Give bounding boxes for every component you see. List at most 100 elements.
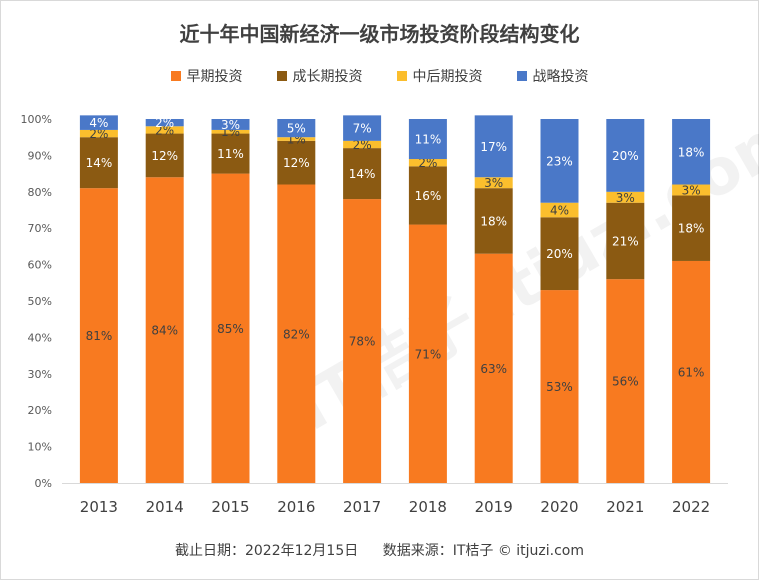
legend-item-strategic: 战略投资 [516,66,589,86]
data-label: 21% [612,234,639,248]
data-label: 2% [155,116,174,130]
bar-segment-2014-0 [145,177,184,484]
data-label: 2% [89,127,108,141]
bar-segment-2018-3 [408,119,447,160]
bar-segment-2022-2 [672,184,711,196]
bar-segment-2014-2 [145,126,184,134]
y-tick-label: 50% [28,295,52,308]
y-tick-label: 60% [28,259,52,272]
bar-segment-2018-0 [408,224,447,483]
footer-source: 数据来源：IT桔子 © itjuzi.com [382,543,585,559]
data-label: 82% [283,327,310,341]
data-label: 18% [678,222,705,236]
legend-item-early: 早期投资 [170,66,243,86]
data-label: 17% [480,140,507,154]
data-label: 4% [89,116,108,130]
x-tick-label: 2018 [409,498,447,516]
bar-segment-2022-0 [672,260,711,483]
bar-segment-2021-2 [606,191,645,203]
bar-segment-2013-3 [79,115,118,130]
legend-swatch-early [170,71,181,81]
bar-segment-2015-0 [211,173,250,483]
x-tick-label: 2013 [80,498,118,516]
legend: 早期投资 成长期投资 中后期投资 战略投资 [0,66,759,86]
bar-segment-2020-3 [540,119,579,203]
x-tick-label: 2020 [540,498,578,516]
legend-label-strategic: 战略投资 [532,69,589,85]
y-tick-label: 30% [28,368,52,381]
bar-segment-2013-0 [79,188,118,483]
data-label: 81% [86,329,113,343]
bar-segment-2013-2 [79,129,118,138]
bar-segment-2020-0 [540,290,579,483]
x-tick-label: 2016 [277,498,315,516]
bar-segment-2019-0 [474,253,513,483]
data-label: 7% [353,122,372,136]
bar-segment-2020-2 [540,202,579,218]
bar-segment-2014-1 [145,133,184,178]
y-tick-label: 10% [28,441,52,454]
bar-segment-2021-0 [606,279,645,483]
bar-segment-2015-3 [211,119,250,130]
data-label: 2% [155,123,174,137]
data-label: 12% [283,156,310,170]
bar-segment-2019-2 [474,177,513,189]
bar-segment-2020-1 [540,217,579,291]
data-label: 2% [353,138,372,152]
y-tick-label: 0% [35,477,52,490]
bar-segment-2013-1 [79,137,118,189]
data-label: 14% [349,167,376,181]
y-tick-label: 40% [28,331,52,344]
data-label: 23% [546,154,573,168]
bar-segment-2014-3 [145,119,184,127]
data-label: 16% [415,189,442,203]
data-label: 61% [678,365,705,379]
legend-label-late: 中后期投资 [412,69,483,85]
data-label: 3% [221,118,240,132]
bar-segment-2016-2 [277,137,316,141]
bar-segment-2022-1 [672,195,711,261]
bar-segment-2017-1 [343,148,382,200]
data-label: 78% [349,335,376,349]
legend-label-growth: 成长期投资 [292,69,363,85]
data-label: 3% [484,176,503,190]
data-label: 84% [151,324,178,338]
data-label: 12% [151,149,178,163]
bar-segment-2018-1 [408,166,447,225]
bar-segment-2017-3 [343,115,382,141]
data-label: 3% [682,183,701,197]
data-label: 14% [86,156,113,170]
data-label: 20% [546,247,573,261]
legend-swatch-growth [276,71,287,81]
bar-segment-2017-2 [343,140,382,149]
y-tick-label: 80% [28,186,52,199]
bar-segment-2019-1 [474,188,513,254]
data-label: 53% [546,380,573,394]
bar-segment-2016-0 [277,184,316,483]
x-tick-label: 2022 [672,498,710,516]
bar-segment-2022-3 [672,119,711,185]
data-label: 5% [287,122,306,136]
data-label: 85% [217,322,244,336]
legend-label-early: 早期投资 [186,69,243,85]
data-label: 20% [612,149,639,163]
data-label: 11% [217,147,244,161]
legend-item-late: 中后期投资 [396,66,483,86]
data-label: 63% [480,362,507,376]
y-tick-label: 20% [28,404,52,417]
data-label: 18% [480,214,507,228]
legend-item-growth: 成长期投资 [276,66,363,86]
bar-segment-2015-1 [211,133,250,174]
bar-segment-2021-1 [606,202,645,280]
data-label: 3% [616,191,635,205]
data-label: 71% [415,347,442,361]
footer-date: 截止日期：2022年12月15日 [174,543,359,559]
x-tick-label: 2017 [343,498,381,516]
x-tick-label: 2015 [211,498,249,516]
legend-swatch-late [396,71,407,81]
footer: 截止日期：2022年12月15日 数据来源：IT桔子 © itjuzi.com [0,540,759,560]
data-label: 4% [550,204,569,218]
bar-segment-2021-3 [606,119,645,192]
bar-segment-2016-3 [277,119,316,138]
